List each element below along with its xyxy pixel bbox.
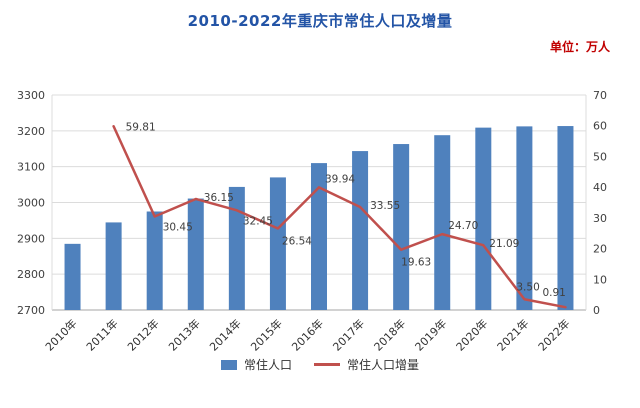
population-bar [352, 151, 369, 310]
x-axis-tick-label: 2019年 [412, 316, 449, 353]
increment-point-label: 59.81 [126, 121, 156, 133]
x-axis-tick-label: 2014年 [206, 316, 243, 353]
increment-point-label: 0.91 [542, 287, 565, 299]
legend-label-population: 常住人口 [243, 358, 292, 372]
increment-point-label: 26.54 [282, 235, 312, 247]
population-bar [269, 177, 286, 310]
y-axis-left-tick-label: 3200 [17, 125, 45, 138]
y-axis-right-tick-label: 60 [593, 120, 607, 133]
x-axis-tick-label: 2013年 [165, 316, 202, 353]
legend: 常住人口 常住人口增量 [0, 356, 640, 373]
population-bar [393, 144, 410, 310]
legend-label-increment: 常住人口增量 [347, 358, 420, 372]
increment-point-label: 19.63 [401, 257, 431, 269]
increment-point-label: 36.15 [204, 192, 234, 204]
legend-item-increment: 常住人口增量 [314, 356, 419, 373]
population-bar [311, 163, 327, 310]
increment-point-label: 21.09 [489, 238, 519, 250]
y-axis-left-tick-label: 2700 [17, 304, 45, 317]
x-axis-tick-label: 2011年 [83, 316, 120, 353]
increment-point-label: 24.70 [448, 220, 478, 232]
increment-point-label: 33.55 [370, 200, 400, 212]
increment-line [112, 125, 567, 309]
x-axis-tick-label: 2017年 [330, 316, 367, 353]
y-axis-right-tick-label: 20 [593, 243, 607, 256]
y-axis-left-tick-label: 2800 [17, 268, 45, 281]
x-axis-tick-label: 2010年 [42, 316, 79, 353]
y-axis-right-tick-label: 10 [593, 273, 607, 286]
y-axis-right-tick-label: 70 [593, 89, 607, 102]
population-bar [516, 126, 533, 311]
chart-title: 2010-2022年重庆市常住人口及增量 [187, 12, 453, 30]
line-series-swatch [314, 363, 340, 366]
x-axis-tick-label: 2018年 [371, 316, 408, 353]
increment-point-label: 32.45 [243, 215, 273, 227]
population-bar [146, 211, 163, 310]
x-axis-tick-label: 2022年 [535, 316, 572, 353]
population-bar [187, 198, 204, 310]
y-axis-right-tick-label: 30 [593, 212, 607, 225]
y-axis-left-tick-label: 3000 [17, 197, 45, 210]
bar-series-swatch [220, 359, 237, 370]
increment-point-label: 39.94 [325, 173, 355, 185]
population-bar [434, 135, 451, 310]
population-bar [105, 222, 122, 310]
y-axis-right-tick-label: 0 [593, 304, 600, 317]
legend-item-population: 常住人口 [220, 356, 292, 373]
x-axis-tick-label: 2020年 [453, 316, 490, 353]
y-axis-right-tick-label: 40 [593, 181, 607, 194]
y-axis-left-tick-label: 3300 [17, 89, 45, 102]
increment-point-label: 3.50 [516, 281, 539, 293]
increment-point-label: 30.45 [163, 221, 193, 233]
x-axis-tick-label: 2016年 [289, 316, 326, 353]
y-axis-right-tick-label: 50 [593, 150, 607, 163]
x-axis-tick-label: 2012年 [124, 316, 161, 353]
population-bar [64, 243, 81, 310]
y-axis-left-tick-label: 3100 [17, 161, 45, 174]
population-bar [475, 127, 492, 310]
population-bar [228, 186, 245, 310]
unit-label: 单位：万人 [549, 40, 610, 54]
population-bar [557, 126, 574, 311]
x-axis-tick-label: 2021年 [494, 316, 531, 353]
y-axis-left-tick-label: 2900 [17, 232, 45, 245]
x-axis-tick-label: 2015年 [248, 316, 285, 353]
